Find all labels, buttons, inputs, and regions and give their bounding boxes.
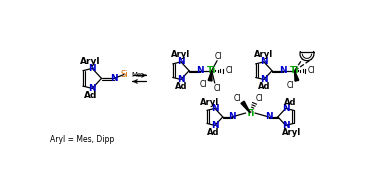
- Text: Ad: Ad: [257, 82, 270, 91]
- Text: Ad: Ad: [284, 98, 297, 107]
- Text: Ti: Ti: [290, 66, 299, 75]
- Text: N: N: [228, 112, 236, 121]
- Text: Me₃: Me₃: [131, 72, 144, 78]
- Text: Aryl: Aryl: [81, 57, 101, 66]
- Text: N: N: [177, 57, 185, 66]
- Text: Cl: Cl: [226, 66, 233, 75]
- Text: Ti: Ti: [207, 66, 216, 75]
- Text: N: N: [279, 66, 287, 75]
- Text: N: N: [177, 75, 185, 84]
- Text: N: N: [282, 104, 290, 113]
- Polygon shape: [208, 71, 212, 81]
- Text: N: N: [260, 75, 268, 84]
- Text: Aryl: Aryl: [282, 128, 302, 137]
- Text: Cl: Cl: [233, 94, 241, 103]
- Text: Ad: Ad: [207, 128, 220, 137]
- Text: N: N: [265, 112, 273, 121]
- Text: Aryl: Aryl: [171, 50, 191, 60]
- Text: N: N: [110, 74, 118, 83]
- Polygon shape: [241, 101, 250, 113]
- Text: Aryl: Aryl: [200, 98, 219, 107]
- Polygon shape: [294, 71, 299, 81]
- Text: N: N: [211, 121, 219, 130]
- Text: Cl: Cl: [287, 81, 294, 90]
- Text: N: N: [88, 64, 96, 73]
- Text: N: N: [211, 104, 219, 113]
- Text: Cl: Cl: [199, 80, 207, 89]
- Text: Ad: Ad: [175, 82, 187, 91]
- Text: N: N: [282, 121, 290, 130]
- Text: Cl: Cl: [256, 94, 263, 103]
- Text: Aryl = Mes, Dipp: Aryl = Mes, Dipp: [50, 136, 114, 144]
- Text: Aryl: Aryl: [254, 50, 273, 60]
- Text: Cl: Cl: [308, 66, 315, 75]
- Text: Ti: Ti: [246, 109, 255, 117]
- Text: N: N: [88, 84, 96, 93]
- Text: N: N: [260, 57, 268, 66]
- Text: Si: Si: [120, 70, 128, 79]
- Text: Cl: Cl: [215, 52, 222, 61]
- Text: Cl: Cl: [213, 84, 221, 93]
- Text: Ad: Ad: [84, 91, 98, 100]
- Text: N: N: [196, 66, 204, 75]
